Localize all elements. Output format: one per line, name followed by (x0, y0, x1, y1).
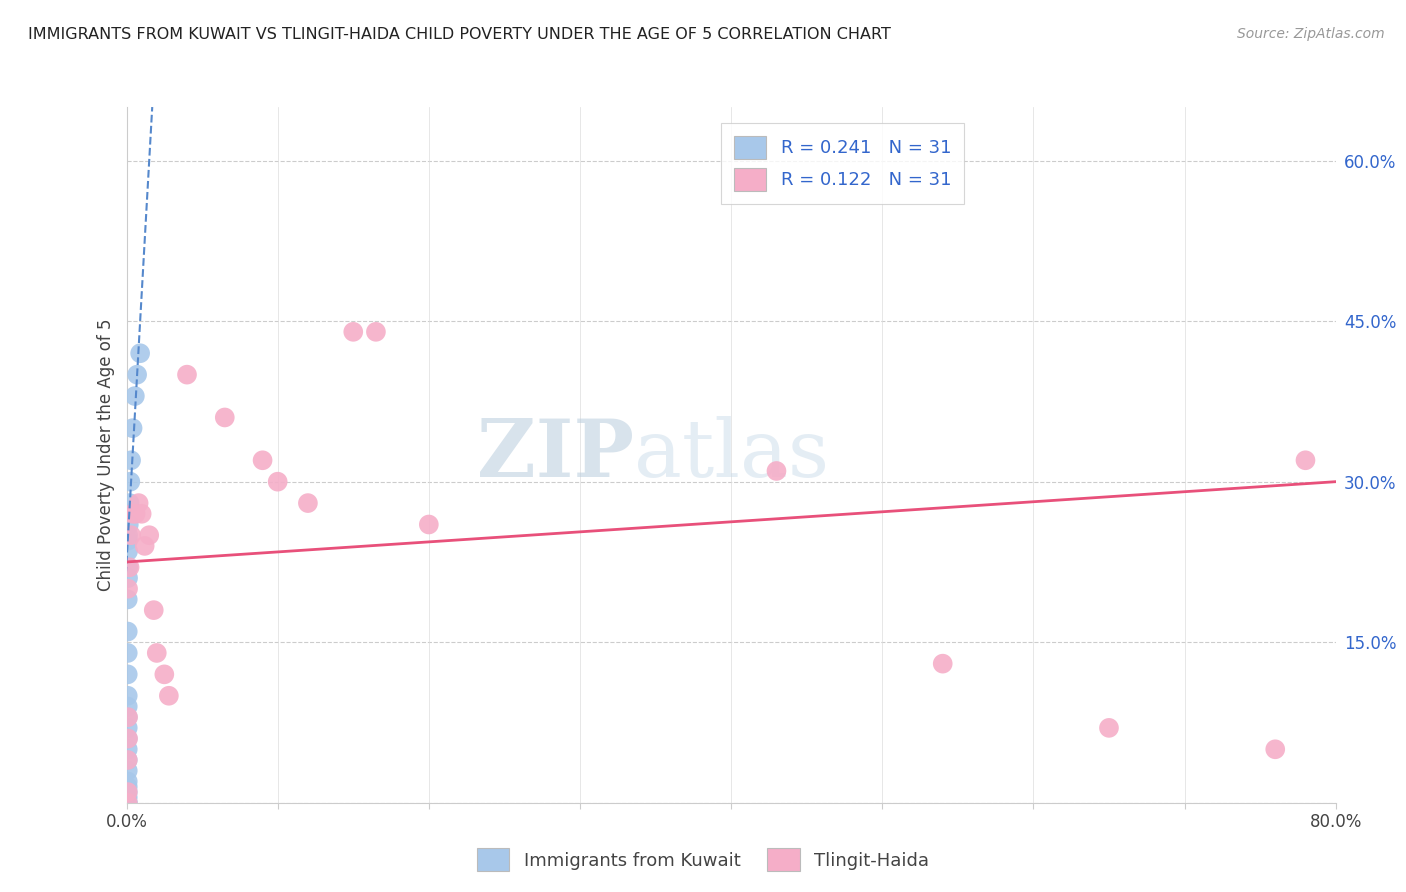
Point (117, 721, 139, 735)
Text: ZIP: ZIP (478, 416, 634, 494)
Point (117, 592, 139, 607)
Point (117, 796, 139, 810)
Legend: R = 0.241   N = 31, R = 0.122   N = 31: R = 0.241 N = 31, R = 0.122 N = 31 (721, 123, 965, 203)
Point (120, 528, 142, 542)
Point (117, 646, 139, 660)
Point (252, 453, 274, 467)
Point (117, 742, 139, 756)
Point (267, 475, 290, 489)
Point (127, 368, 149, 382)
Point (120, 475, 142, 489)
Point (117, 533, 139, 548)
Point (1294, 453, 1316, 467)
Point (117, 780, 139, 794)
Point (117, 667, 139, 681)
Point (342, 325, 364, 339)
Point (117, 764, 139, 778)
Point (117, 796, 139, 810)
Point (117, 710, 139, 724)
Legend: Immigrants from Kuwait, Tlingit-Haida: Immigrants from Kuwait, Tlingit-Haida (470, 841, 936, 879)
Point (120, 453, 142, 467)
Point (117, 689, 139, 703)
Point (117, 790, 139, 805)
Text: Source: ZipAtlas.com: Source: ZipAtlas.com (1237, 27, 1385, 41)
Y-axis label: Child Poverty Under the Age of 5: Child Poverty Under the Age of 5 (97, 318, 115, 591)
Point (121, 507, 143, 521)
Text: atlas: atlas (634, 416, 830, 494)
Point (157, 689, 180, 703)
Point (117, 582, 139, 596)
Point (138, 528, 160, 542)
Point (118, 517, 141, 532)
Point (118, 560, 141, 574)
Point (364, 325, 387, 339)
Point (117, 785, 139, 799)
Point (765, 464, 787, 478)
Point (117, 560, 139, 574)
Point (124, 507, 146, 521)
Point (146, 646, 169, 660)
Point (118, 496, 141, 510)
Point (142, 603, 165, 617)
Point (124, 389, 146, 403)
Point (1098, 721, 1121, 735)
Point (117, 731, 139, 746)
Point (117, 731, 139, 746)
Point (1264, 742, 1286, 756)
Point (117, 774, 139, 789)
Point (117, 624, 139, 639)
Point (176, 368, 198, 382)
Point (932, 657, 955, 671)
Point (121, 421, 143, 435)
Point (129, 346, 152, 360)
Point (117, 528, 139, 542)
Point (153, 667, 176, 681)
Point (134, 539, 156, 553)
Point (131, 507, 153, 521)
Point (117, 710, 139, 724)
Point (214, 410, 236, 425)
Point (117, 785, 139, 799)
Point (128, 496, 150, 510)
Point (117, 571, 139, 585)
Text: IMMIGRANTS FROM KUWAIT VS TLINGIT-HAIDA CHILD POVERTY UNDER THE AGE OF 5 CORRELA: IMMIGRANTS FROM KUWAIT VS TLINGIT-HAIDA … (28, 27, 891, 42)
Point (117, 699, 139, 714)
Point (297, 496, 319, 510)
Point (117, 544, 139, 558)
Point (117, 796, 139, 810)
Point (418, 517, 440, 532)
Point (117, 753, 139, 767)
Point (117, 753, 139, 767)
